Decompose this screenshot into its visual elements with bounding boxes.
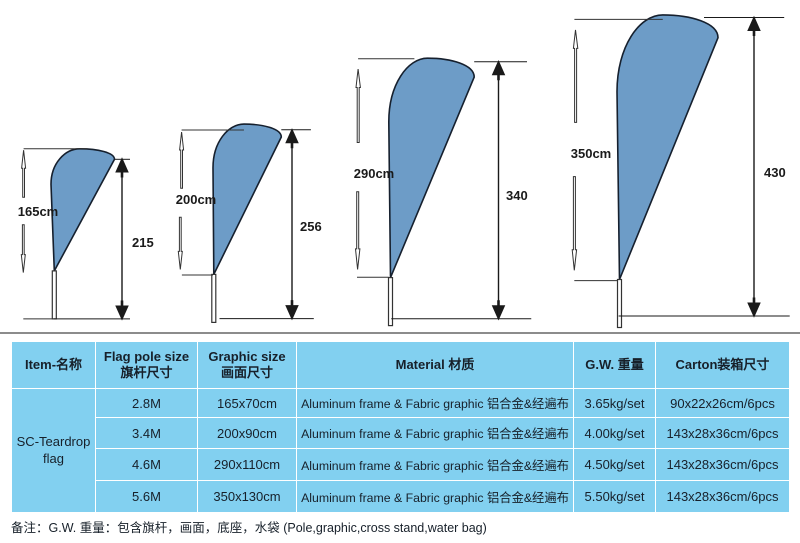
svg-text:290cm: 290cm (354, 166, 394, 181)
svg-text:340: 340 (506, 188, 528, 203)
svg-text:165cm: 165cm (18, 204, 58, 219)
svg-text:215: 215 (132, 235, 154, 250)
svg-text:350cm: 350cm (571, 146, 611, 161)
svg-text:256: 256 (300, 219, 322, 234)
svg-text:430: 430 (764, 165, 786, 180)
svg-text:200cm: 200cm (176, 192, 216, 207)
